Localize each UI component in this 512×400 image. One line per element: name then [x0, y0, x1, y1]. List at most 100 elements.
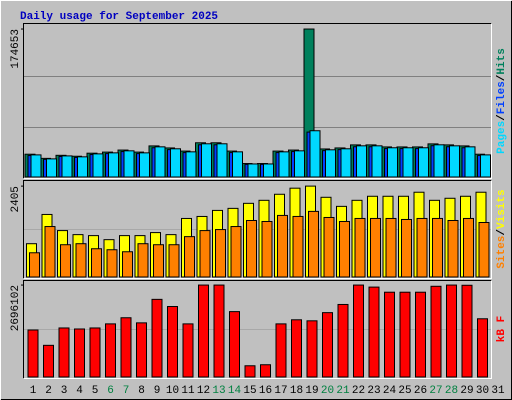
bar [416, 217, 428, 278]
bar [60, 244, 71, 278]
bar [337, 303, 349, 378]
legend-entry: Files [496, 81, 508, 114]
bar [153, 244, 164, 278]
bar [123, 150, 135, 178]
bar [168, 244, 180, 278]
legend-entry: Visits [496, 189, 508, 229]
x-tick-label: 8 [138, 385, 145, 397]
bar [306, 320, 318, 378]
bar [368, 286, 380, 378]
bar [136, 322, 147, 378]
bar [478, 221, 490, 278]
bar [30, 154, 42, 178]
bar [370, 217, 381, 278]
bar [461, 284, 473, 378]
bar [385, 217, 397, 278]
x-tick-label: 1 [30, 385, 37, 397]
x-tick-label: 30 [476, 385, 489, 397]
bar [244, 365, 256, 378]
bar [294, 150, 305, 178]
y-tick-label: 174653 [10, 29, 22, 69]
x-tick-label: 29 [460, 385, 473, 397]
bar [215, 229, 226, 278]
bar [261, 220, 273, 278]
bar [29, 252, 40, 278]
legend: Pages/Files/Hits [496, 48, 508, 154]
bar [43, 344, 54, 378]
bar [75, 243, 87, 278]
bar [260, 364, 271, 378]
legend: Sites/Visits [496, 189, 508, 268]
bar [339, 220, 350, 278]
x-tick-label: 15 [243, 385, 256, 397]
legend-entry: Hits [496, 48, 508, 74]
frame [23, 23, 492, 179]
bar [61, 155, 73, 178]
bar [277, 214, 288, 278]
bar [464, 146, 476, 178]
bar [198, 284, 209, 378]
x-tick-label: 10 [166, 385, 179, 397]
x-tick-label: 23 [367, 385, 380, 397]
x-tick-label: 25 [398, 385, 411, 397]
bar [229, 311, 240, 378]
x-tick-label: 24 [383, 385, 397, 397]
chart-title: Daily usage for September 2025 [20, 11, 218, 23]
bar [89, 327, 101, 378]
bar [432, 217, 443, 278]
frame [23, 280, 492, 379]
bar [322, 312, 333, 378]
bar [384, 291, 395, 378]
x-tick-label: 31 [491, 385, 505, 397]
x-tick-label: 17 [274, 385, 287, 397]
x-tick-label: 7 [123, 385, 130, 397]
bar [463, 217, 474, 278]
x-tick-label: 9 [154, 385, 161, 397]
bar [323, 216, 335, 278]
bar [447, 219, 459, 278]
bar [58, 327, 70, 378]
frame [23, 180, 492, 279]
legend-separator: / [496, 229, 508, 236]
x-tick-label: 2 [45, 385, 52, 397]
legend-separator: / [496, 74, 508, 81]
x-tick-label: 20 [321, 385, 334, 397]
x-tick-label: 5 [92, 385, 99, 397]
x-tick-label: 18 [290, 385, 303, 397]
x-tick-label: 22 [352, 385, 365, 397]
bar [137, 243, 149, 278]
bar [199, 230, 211, 278]
bar [278, 151, 290, 178]
bar [430, 285, 442, 378]
bar [139, 152, 150, 178]
bar [105, 323, 116, 378]
frame [23, 23, 492, 179]
bar [399, 291, 411, 378]
bar [415, 291, 426, 378]
bar [92, 153, 104, 178]
x-tick-label: 19 [305, 385, 318, 397]
bar [77, 156, 88, 178]
x-tick-label: 26 [414, 385, 427, 397]
bar [74, 328, 85, 378]
bar [401, 218, 412, 278]
bar [170, 148, 181, 178]
bar [402, 147, 414, 178]
bar [275, 323, 287, 378]
legend-separator: / [496, 114, 508, 121]
legend-entry: kB F [496, 316, 508, 342]
bar [185, 151, 197, 178]
bar [433, 144, 445, 178]
frame [23, 280, 492, 379]
bar [213, 284, 225, 378]
x-tick-label: 6 [107, 385, 114, 397]
x-tick-label: 14 [228, 385, 242, 397]
bar [91, 248, 102, 278]
bar [308, 210, 319, 278]
bar [477, 318, 488, 378]
panel-frames [23, 23, 492, 379]
frame [23, 180, 492, 279]
y-tick-label: 2696102 [10, 285, 22, 331]
